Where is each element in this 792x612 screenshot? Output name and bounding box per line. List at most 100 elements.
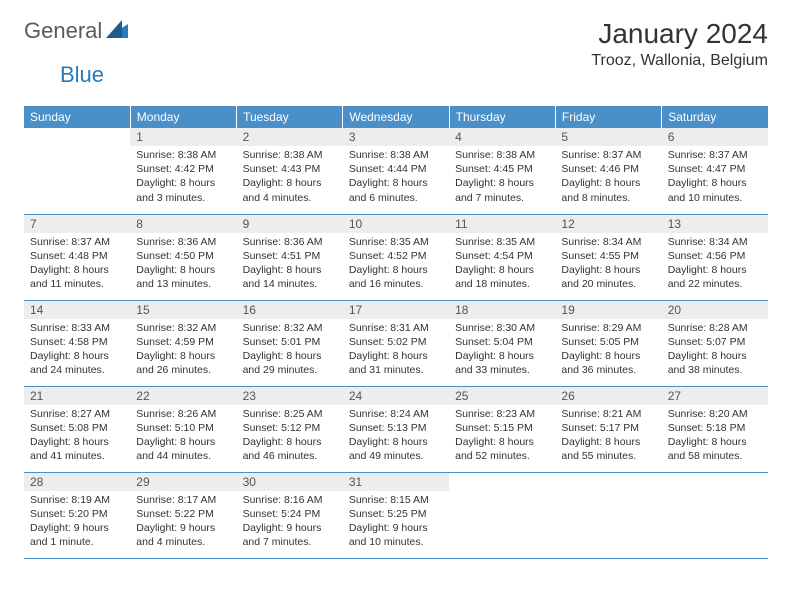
calendar-day-cell: 14Sunrise: 8:33 AMSunset: 4:58 PMDayligh… <box>24 300 130 386</box>
calendar-day-cell: 1Sunrise: 8:38 AMSunset: 4:42 PMDaylight… <box>130 128 236 214</box>
day-line <box>561 507 655 521</box>
day-line: and 10 minutes. <box>668 191 762 205</box>
day-line <box>455 507 549 521</box>
day-line: Daylight: 8 hours <box>561 435 655 449</box>
day-line: Sunset: 4:43 PM <box>243 162 337 176</box>
day-line: Sunset: 4:54 PM <box>455 249 549 263</box>
day-number: 18 <box>449 301 555 319</box>
day-line: Sunset: 5:08 PM <box>30 421 124 435</box>
calendar-day-cell: 4Sunrise: 8:38 AMSunset: 4:45 PMDaylight… <box>449 128 555 214</box>
day-number: 15 <box>130 301 236 319</box>
day-line: Sunset: 4:45 PM <box>455 162 549 176</box>
day-number: 31 <box>343 473 449 491</box>
day-line: and 41 minutes. <box>30 449 124 463</box>
day-line: and 18 minutes. <box>455 277 549 291</box>
day-number: 29 <box>130 473 236 491</box>
day-line: Sunrise: 8:38 AM <box>455 148 549 162</box>
day-body: Sunrise: 8:38 AMSunset: 4:43 PMDaylight:… <box>237 146 343 209</box>
day-line: Sunset: 4:51 PM <box>243 249 337 263</box>
day-body: Sunrise: 8:32 AMSunset: 5:01 PMDaylight:… <box>237 319 343 382</box>
day-line: Daylight: 8 hours <box>243 349 337 363</box>
day-line: and 22 minutes. <box>668 277 762 291</box>
day-line: Daylight: 8 hours <box>349 435 443 449</box>
day-number <box>662 473 768 491</box>
day-number: 19 <box>555 301 661 319</box>
day-number: 12 <box>555 215 661 233</box>
day-line: Sunset: 5:15 PM <box>455 421 549 435</box>
day-number: 27 <box>662 387 768 405</box>
calendar-day-cell: 6Sunrise: 8:37 AMSunset: 4:47 PMDaylight… <box>662 128 768 214</box>
calendar-week-row: 7Sunrise: 8:37 AMSunset: 4:48 PMDaylight… <box>24 214 768 300</box>
day-line: Sunrise: 8:17 AM <box>136 493 230 507</box>
day-body: Sunrise: 8:20 AMSunset: 5:18 PMDaylight:… <box>662 405 768 468</box>
day-line: Daylight: 8 hours <box>668 263 762 277</box>
calendar-day-cell: 3Sunrise: 8:38 AMSunset: 4:44 PMDaylight… <box>343 128 449 214</box>
day-line: and 14 minutes. <box>243 277 337 291</box>
day-line: Daylight: 8 hours <box>136 349 230 363</box>
day-number: 4 <box>449 128 555 146</box>
weekday-header-row: Sunday Monday Tuesday Wednesday Thursday… <box>24 106 768 128</box>
day-line: Sunset: 4:52 PM <box>349 249 443 263</box>
day-line: Daylight: 8 hours <box>30 263 124 277</box>
day-line: Sunset: 4:42 PM <box>136 162 230 176</box>
day-number: 5 <box>555 128 661 146</box>
day-line: Sunrise: 8:28 AM <box>668 321 762 335</box>
day-body: Sunrise: 8:25 AMSunset: 5:12 PMDaylight:… <box>237 405 343 468</box>
day-line: Sunrise: 8:37 AM <box>30 235 124 249</box>
day-line: Sunset: 4:47 PM <box>668 162 762 176</box>
day-body: Sunrise: 8:17 AMSunset: 5:22 PMDaylight:… <box>130 491 236 554</box>
day-number: 16 <box>237 301 343 319</box>
day-line <box>30 191 124 205</box>
day-line: and 55 minutes. <box>561 449 655 463</box>
day-line: and 49 minutes. <box>349 449 443 463</box>
day-line: Sunset: 4:58 PM <box>30 335 124 349</box>
day-line: Sunrise: 8:38 AM <box>136 148 230 162</box>
day-number: 3 <box>343 128 449 146</box>
day-line: Daylight: 8 hours <box>243 176 337 190</box>
day-number <box>555 473 661 491</box>
day-line: Daylight: 9 hours <box>30 521 124 535</box>
calendar-day-cell: 29Sunrise: 8:17 AMSunset: 5:22 PMDayligh… <box>130 472 236 558</box>
calendar-week-row: 1Sunrise: 8:38 AMSunset: 4:42 PMDaylight… <box>24 128 768 214</box>
month-title: January 2024 <box>591 18 768 50</box>
day-body <box>24 146 130 209</box>
day-line <box>668 493 762 507</box>
day-number: 25 <box>449 387 555 405</box>
day-line: and 29 minutes. <box>243 363 337 377</box>
day-line: Sunset: 5:02 PM <box>349 335 443 349</box>
day-line: and 33 minutes. <box>455 363 549 377</box>
day-line: Sunrise: 8:38 AM <box>349 148 443 162</box>
day-body: Sunrise: 8:35 AMSunset: 4:54 PMDaylight:… <box>449 233 555 296</box>
day-number: 22 <box>130 387 236 405</box>
day-line: Sunset: 5:01 PM <box>243 335 337 349</box>
day-line: Sunset: 5:17 PM <box>561 421 655 435</box>
day-line: Daylight: 8 hours <box>349 349 443 363</box>
day-line: Daylight: 8 hours <box>561 176 655 190</box>
day-line: Sunset: 5:07 PM <box>668 335 762 349</box>
day-number: 17 <box>343 301 449 319</box>
calendar-day-cell <box>662 472 768 558</box>
day-body: Sunrise: 8:37 AMSunset: 4:48 PMDaylight:… <box>24 233 130 296</box>
day-line <box>30 162 124 176</box>
brand-triangle-icon <box>106 20 128 43</box>
day-number: 7 <box>24 215 130 233</box>
day-line: Sunrise: 8:26 AM <box>136 407 230 421</box>
day-line: Sunrise: 8:34 AM <box>561 235 655 249</box>
day-line: and 58 minutes. <box>668 449 762 463</box>
calendar-day-cell: 28Sunrise: 8:19 AMSunset: 5:20 PMDayligh… <box>24 472 130 558</box>
day-line: Sunset: 5:05 PM <box>561 335 655 349</box>
day-line <box>668 521 762 535</box>
day-line: Sunrise: 8:37 AM <box>561 148 655 162</box>
day-line: Daylight: 8 hours <box>243 263 337 277</box>
day-number: 20 <box>662 301 768 319</box>
day-line: Sunset: 4:44 PM <box>349 162 443 176</box>
calendar-day-cell: 15Sunrise: 8:32 AMSunset: 4:59 PMDayligh… <box>130 300 236 386</box>
calendar-day-cell: 21Sunrise: 8:27 AMSunset: 5:08 PMDayligh… <box>24 386 130 472</box>
day-line <box>30 148 124 162</box>
day-line: and 38 minutes. <box>668 363 762 377</box>
brand-general-text: General <box>24 18 102 44</box>
day-line: Daylight: 8 hours <box>668 435 762 449</box>
day-line: and 4 minutes. <box>136 535 230 549</box>
calendar-day-cell: 13Sunrise: 8:34 AMSunset: 4:56 PMDayligh… <box>662 214 768 300</box>
day-line: Daylight: 8 hours <box>455 435 549 449</box>
